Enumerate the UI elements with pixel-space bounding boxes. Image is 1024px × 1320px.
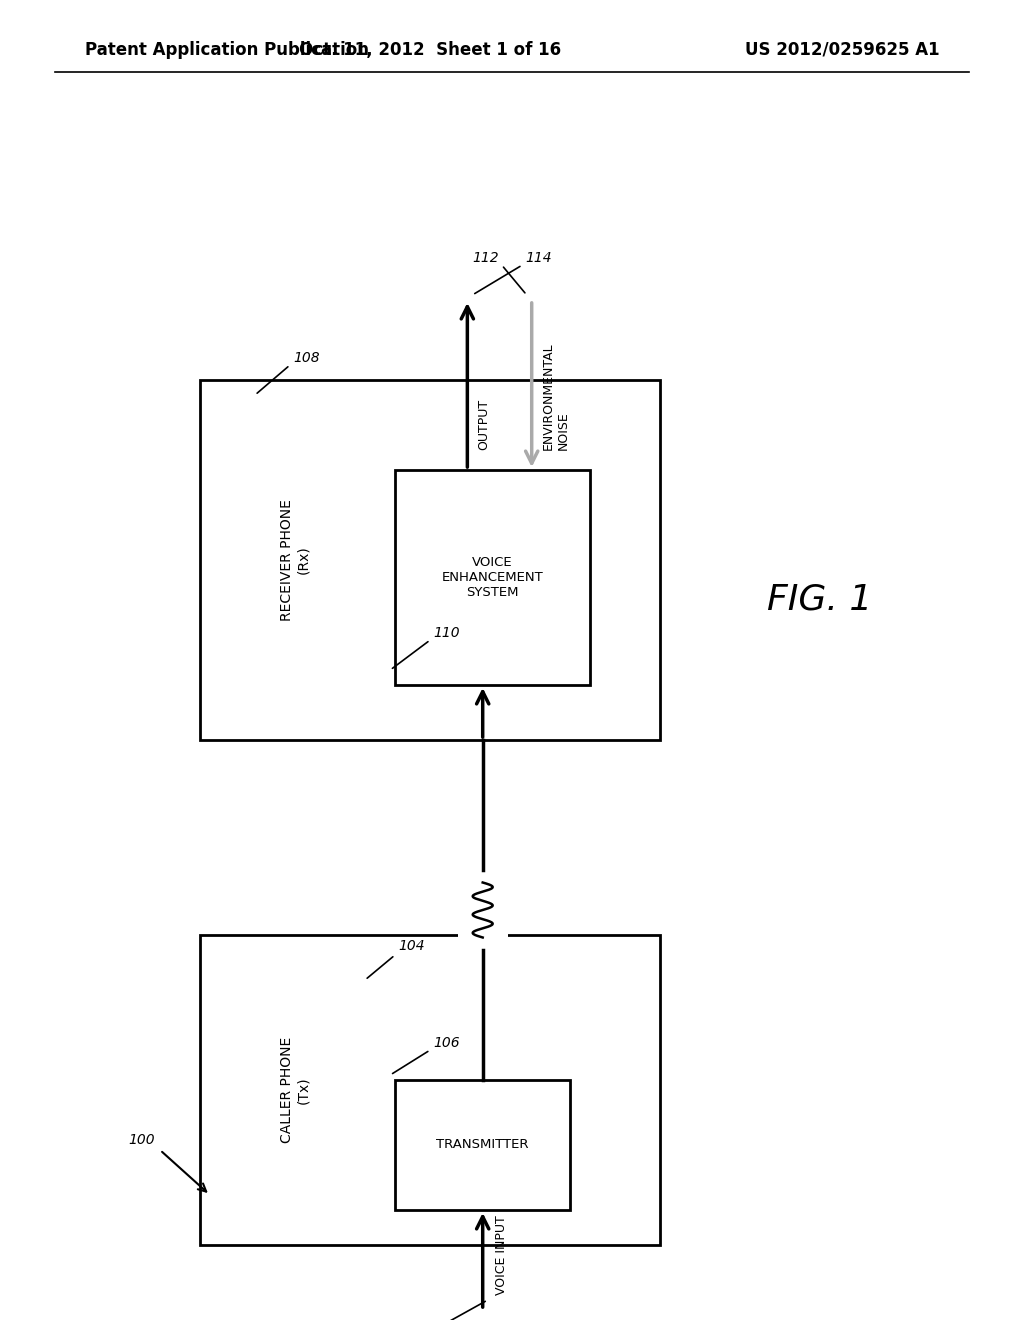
Text: 104: 104: [398, 939, 425, 953]
Text: CALLER PHONE
(Tx): CALLER PHONE (Tx): [280, 1038, 310, 1143]
Text: 112: 112: [472, 251, 499, 265]
Text: RECEIVER PHONE
(Rx): RECEIVER PHONE (Rx): [280, 499, 310, 620]
Text: TRANSMITTER: TRANSMITTER: [436, 1138, 529, 1151]
Text: OUTPUT: OUTPUT: [477, 399, 490, 450]
Text: VOICE
ENHANCEMENT
SYSTEM: VOICE ENHANCEMENT SYSTEM: [441, 556, 544, 599]
Text: Patent Application Publication: Patent Application Publication: [85, 41, 369, 59]
Text: 100: 100: [128, 1133, 155, 1147]
Text: 114: 114: [525, 251, 552, 265]
Bar: [395, 470, 590, 685]
Bar: [200, 380, 660, 741]
Text: US 2012/0259625 A1: US 2012/0259625 A1: [745, 41, 940, 59]
Text: Oct. 11, 2012  Sheet 1 of 16: Oct. 11, 2012 Sheet 1 of 16: [299, 41, 561, 59]
Text: ENVIRONMENTAL
NOISE: ENVIRONMENTAL NOISE: [542, 342, 569, 450]
Bar: [395, 1080, 570, 1210]
Bar: [458, 878, 508, 942]
Text: VOICE INPUT: VOICE INPUT: [495, 1216, 508, 1295]
Bar: [200, 935, 660, 1245]
Text: FIG. 1: FIG. 1: [767, 583, 872, 616]
Text: 110: 110: [433, 626, 460, 640]
Text: 106: 106: [433, 1036, 460, 1049]
Text: 108: 108: [293, 351, 319, 366]
